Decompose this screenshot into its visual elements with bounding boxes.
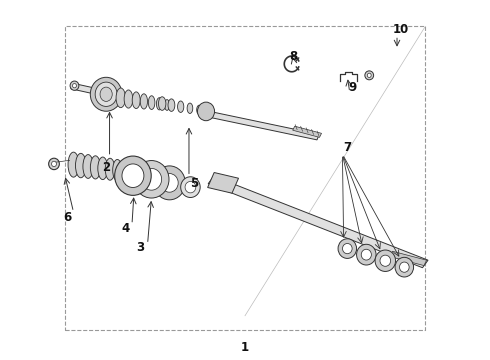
Polygon shape bbox=[71, 83, 107, 96]
Ellipse shape bbox=[134, 161, 169, 198]
Ellipse shape bbox=[116, 88, 125, 108]
Text: 1: 1 bbox=[241, 341, 249, 354]
Ellipse shape bbox=[177, 101, 184, 112]
Text: 4: 4 bbox=[122, 222, 130, 235]
Ellipse shape bbox=[83, 154, 93, 178]
Ellipse shape bbox=[161, 174, 178, 192]
Ellipse shape bbox=[196, 105, 202, 114]
Ellipse shape bbox=[113, 159, 122, 181]
Polygon shape bbox=[390, 251, 427, 266]
Ellipse shape bbox=[100, 87, 112, 102]
Ellipse shape bbox=[158, 97, 166, 111]
Ellipse shape bbox=[187, 103, 193, 113]
Ellipse shape bbox=[156, 98, 162, 110]
Ellipse shape bbox=[357, 244, 376, 265]
Ellipse shape bbox=[148, 96, 155, 109]
Ellipse shape bbox=[399, 262, 409, 272]
Ellipse shape bbox=[368, 73, 371, 77]
Ellipse shape bbox=[365, 71, 374, 80]
Ellipse shape bbox=[168, 99, 175, 111]
Text: 2: 2 bbox=[102, 161, 110, 174]
Text: 6: 6 bbox=[63, 211, 71, 224]
Ellipse shape bbox=[395, 257, 414, 277]
Ellipse shape bbox=[141, 168, 162, 190]
Ellipse shape bbox=[338, 239, 357, 258]
Ellipse shape bbox=[185, 181, 196, 193]
Bar bbox=[65, 26, 425, 330]
Ellipse shape bbox=[132, 92, 140, 109]
Text: 5: 5 bbox=[190, 177, 198, 190]
Ellipse shape bbox=[105, 158, 115, 180]
Ellipse shape bbox=[90, 156, 100, 179]
Ellipse shape bbox=[122, 164, 144, 188]
Polygon shape bbox=[208, 172, 239, 193]
Ellipse shape bbox=[70, 81, 79, 90]
Ellipse shape bbox=[343, 243, 352, 254]
Polygon shape bbox=[208, 176, 428, 268]
Ellipse shape bbox=[124, 90, 133, 108]
Ellipse shape bbox=[73, 84, 76, 88]
Ellipse shape bbox=[361, 249, 371, 260]
Ellipse shape bbox=[75, 153, 86, 178]
Polygon shape bbox=[293, 126, 321, 138]
Ellipse shape bbox=[98, 157, 108, 180]
Text: 8: 8 bbox=[290, 50, 298, 63]
Ellipse shape bbox=[68, 152, 79, 177]
Ellipse shape bbox=[206, 107, 211, 116]
Text: 10: 10 bbox=[393, 23, 409, 36]
Ellipse shape bbox=[51, 161, 56, 167]
Ellipse shape bbox=[197, 102, 215, 121]
Ellipse shape bbox=[375, 250, 395, 271]
Text: 9: 9 bbox=[348, 81, 356, 94]
Ellipse shape bbox=[120, 161, 129, 181]
Polygon shape bbox=[210, 112, 319, 140]
Ellipse shape bbox=[154, 166, 185, 200]
Ellipse shape bbox=[49, 158, 59, 170]
Text: 3: 3 bbox=[136, 241, 145, 255]
Ellipse shape bbox=[165, 100, 170, 111]
Ellipse shape bbox=[140, 94, 147, 109]
Ellipse shape bbox=[181, 177, 200, 198]
Text: 7: 7 bbox=[343, 141, 351, 154]
Ellipse shape bbox=[380, 255, 391, 266]
Ellipse shape bbox=[95, 82, 117, 107]
Ellipse shape bbox=[90, 77, 122, 111]
Ellipse shape bbox=[115, 156, 151, 195]
